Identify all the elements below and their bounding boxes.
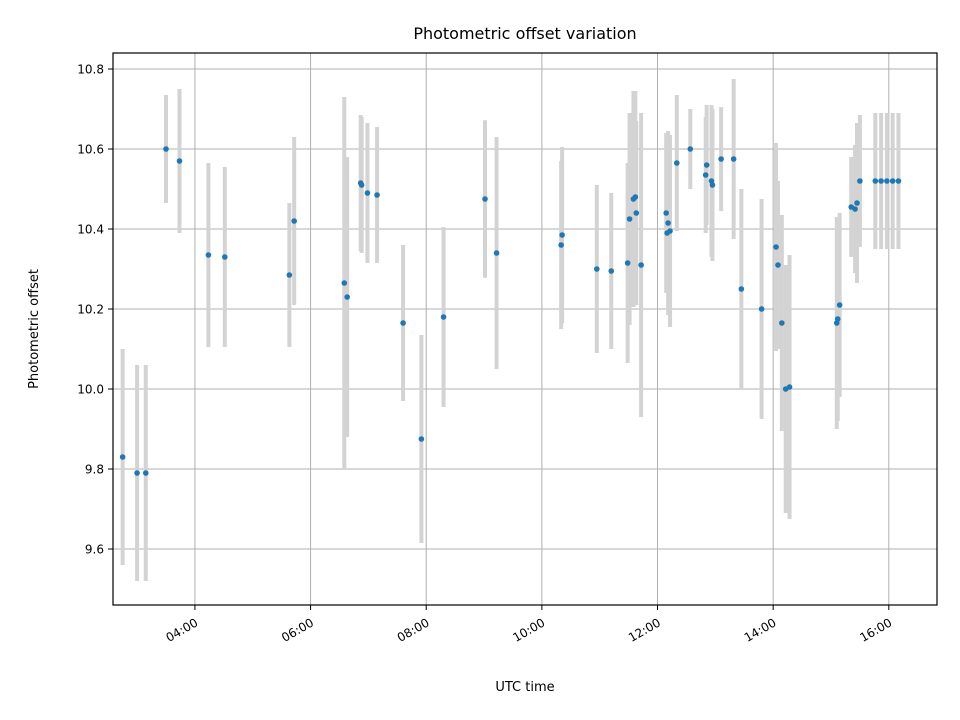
data-point bbox=[854, 200, 860, 206]
data-point bbox=[633, 210, 640, 216]
data-point bbox=[559, 232, 565, 238]
data-point bbox=[852, 206, 858, 212]
data-point bbox=[665, 220, 671, 226]
data-points bbox=[119, 146, 902, 476]
y-axis: 9.6 9.8 10.0 10.2 10.4 10.6 10.8 bbox=[77, 63, 113, 557]
data-point bbox=[889, 178, 896, 184]
data-point bbox=[834, 316, 841, 322]
data-point bbox=[786, 384, 793, 390]
data-point bbox=[836, 302, 843, 308]
data-point bbox=[884, 178, 890, 184]
data-point bbox=[703, 162, 710, 168]
data-point bbox=[593, 266, 600, 272]
data-point bbox=[608, 268, 615, 274]
data-point bbox=[440, 314, 447, 320]
y-axis-label: Photometric offset bbox=[27, 269, 42, 389]
data-point bbox=[418, 436, 425, 442]
plot-area bbox=[113, 53, 937, 605]
data-point bbox=[358, 182, 365, 188]
data-point bbox=[775, 262, 781, 268]
data-point bbox=[709, 182, 716, 188]
data-point bbox=[341, 280, 348, 286]
data-point bbox=[176, 158, 183, 164]
grid bbox=[113, 53, 937, 605]
data-point bbox=[895, 178, 902, 184]
data-point bbox=[558, 242, 564, 248]
chart-title: Photometric offset variation bbox=[413, 24, 636, 43]
data-point bbox=[857, 178, 863, 184]
data-point bbox=[730, 156, 737, 162]
plot-frame bbox=[112, 52, 938, 606]
data-point bbox=[773, 244, 779, 250]
data-point bbox=[626, 216, 633, 222]
data-point bbox=[221, 254, 228, 260]
data-point bbox=[482, 196, 488, 202]
data-point bbox=[758, 306, 765, 312]
data-point bbox=[205, 252, 212, 258]
data-point bbox=[374, 192, 380, 198]
data-point bbox=[779, 320, 785, 326]
data-point bbox=[493, 250, 500, 256]
y-tick-label: 10.4 bbox=[77, 223, 104, 237]
data-point bbox=[702, 172, 709, 178]
data-point bbox=[638, 262, 644, 268]
y-tick-label: 10.6 bbox=[77, 143, 104, 157]
data-point bbox=[624, 260, 631, 266]
data-point bbox=[878, 178, 884, 184]
data-point bbox=[286, 272, 293, 278]
data-point bbox=[663, 210, 669, 216]
data-point bbox=[738, 286, 745, 292]
y-tick-label: 10.2 bbox=[77, 303, 104, 317]
data-point bbox=[142, 470, 149, 476]
data-point bbox=[632, 194, 639, 200]
data-point bbox=[673, 160, 680, 166]
data-point bbox=[667, 228, 673, 234]
y-tick-label: 9.8 bbox=[85, 463, 104, 477]
data-point bbox=[687, 146, 694, 152]
data-point bbox=[134, 470, 140, 476]
data-point bbox=[291, 218, 297, 224]
data-point bbox=[344, 294, 350, 300]
data-point bbox=[364, 190, 371, 196]
x-axis-label: UTC time bbox=[495, 680, 554, 695]
data-point bbox=[400, 320, 406, 326]
data-point bbox=[718, 156, 724, 162]
data-point bbox=[119, 454, 126, 460]
y-tick-label: 10.8 bbox=[77, 63, 104, 77]
data-point bbox=[872, 178, 879, 184]
y-tick-label: 10.0 bbox=[77, 383, 104, 397]
data-point bbox=[163, 146, 169, 152]
y-tick-label: 9.6 bbox=[85, 543, 104, 557]
